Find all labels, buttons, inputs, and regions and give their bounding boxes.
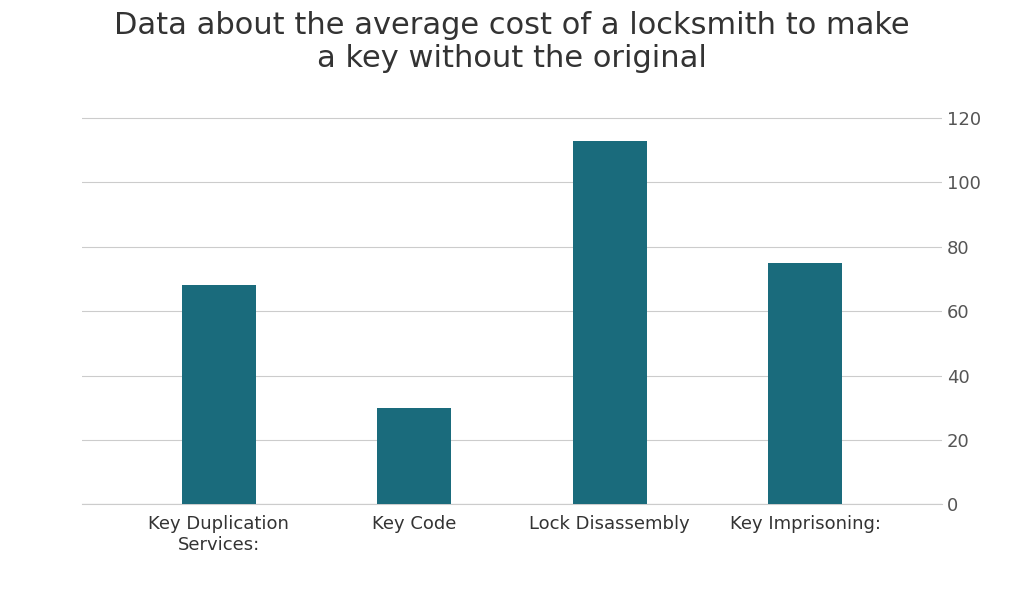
Title: Data about the average cost of a locksmith to make
a key without the original: Data about the average cost of a locksmi… bbox=[115, 10, 909, 73]
Bar bbox=[181, 285, 256, 504]
Bar bbox=[768, 263, 843, 504]
Bar bbox=[377, 408, 452, 504]
Bar bbox=[572, 141, 647, 504]
